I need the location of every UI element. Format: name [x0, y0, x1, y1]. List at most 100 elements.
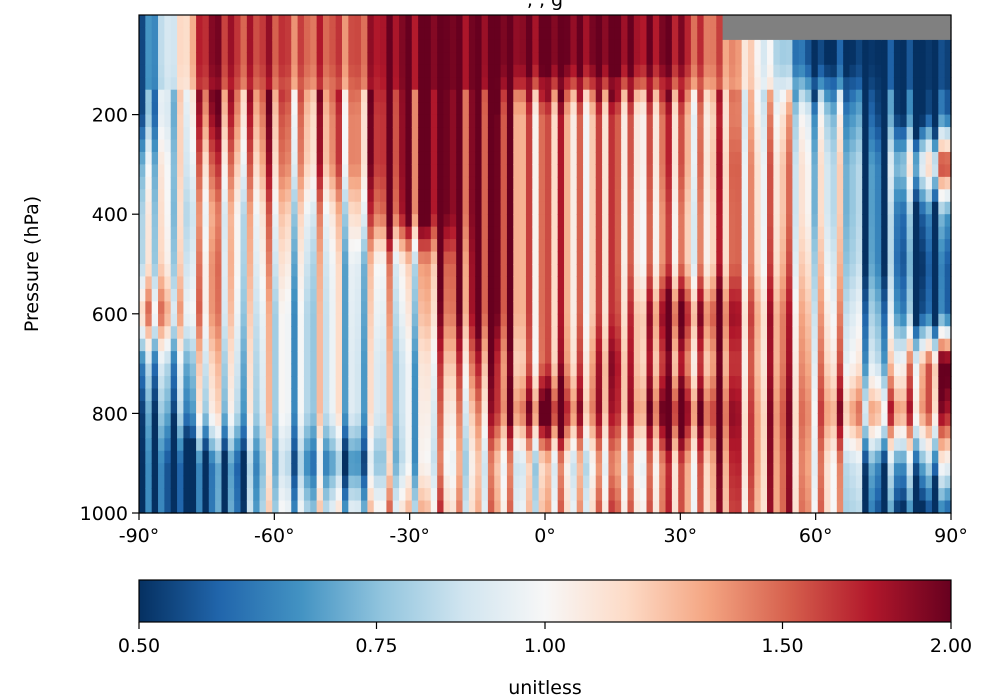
heatmap-cell [405, 351, 413, 365]
heatmap-cell [475, 27, 483, 41]
heatmap-cell [354, 488, 362, 502]
heatmap-cell [754, 176, 762, 190]
heatmap-cell [767, 438, 774, 452]
heatmap-cell [462, 52, 470, 66]
heatmap-cell [538, 313, 546, 327]
heatmap-cell [240, 313, 248, 327]
heatmap-cell [925, 176, 933, 190]
heatmap-cell [830, 164, 838, 178]
heatmap-cell [792, 114, 800, 128]
heatmap-cell [297, 77, 305, 91]
heatmap-cell [551, 326, 559, 340]
heatmap-cell [202, 77, 210, 91]
heatmap-cell [468, 139, 476, 153]
heatmap-cell [316, 77, 324, 91]
heatmap-cell [449, 176, 457, 190]
heatmap-cell [621, 39, 629, 53]
heatmap-cell [145, 139, 153, 153]
heatmap-cell [202, 151, 210, 165]
heatmap-cell [817, 39, 825, 53]
heatmap-cell [158, 139, 165, 153]
heatmap-cell [405, 425, 413, 439]
heatmap-cell [468, 239, 476, 253]
heatmap-cell [652, 214, 660, 228]
heatmap-cell [443, 52, 451, 66]
heatmap-cell [475, 151, 483, 165]
heatmap-cell [570, 363, 578, 377]
heatmap-cell [570, 488, 578, 502]
heatmap-cell [925, 463, 933, 477]
heatmap-cell [741, 214, 749, 228]
heatmap-cell [437, 251, 445, 265]
heatmap-cell [665, 288, 673, 302]
heatmap-cell [208, 127, 216, 141]
heatmap-cell [906, 39, 914, 53]
heatmap-cell [855, 376, 863, 390]
heatmap-cell [773, 463, 781, 477]
heatmap-cell [354, 326, 362, 340]
heatmap-cell [735, 376, 743, 390]
heatmap-cell [893, 114, 901, 128]
heatmap-cell [912, 264, 920, 278]
heatmap-cell [513, 500, 521, 514]
heatmap-cell [824, 77, 832, 91]
heatmap-cell [291, 425, 299, 439]
heatmap-cell [754, 500, 762, 514]
heatmap-cell [202, 114, 210, 128]
heatmap-cell [798, 102, 806, 116]
heatmap-cell [811, 400, 819, 414]
heatmap-cell [227, 139, 235, 153]
heatmap-cell [506, 102, 514, 116]
heatmap-cell [805, 27, 813, 41]
heatmap-cell [735, 114, 743, 128]
heatmap-cell [754, 27, 762, 41]
heatmap-cell [678, 214, 686, 228]
heatmap-cell [202, 500, 210, 514]
heatmap-cell [170, 450, 178, 464]
heatmap-cell [265, 189, 273, 203]
heatmap-cell [297, 450, 305, 464]
heatmap-cell [373, 475, 381, 489]
heatmap-cell [716, 127, 724, 141]
heatmap-cell [475, 413, 483, 427]
heatmap-cell [278, 288, 286, 302]
heatmap-cell [589, 313, 597, 327]
heatmap-cell [646, 239, 654, 253]
heatmap-cell [735, 27, 743, 41]
heatmap-cell [278, 214, 286, 228]
heatmap-cell [158, 463, 165, 477]
heatmap-cell [906, 450, 914, 464]
heatmap-cell [513, 239, 521, 253]
heatmap-cell [900, 239, 908, 253]
heatmap-cell [158, 475, 165, 489]
heatmap-cell [354, 164, 362, 178]
heatmap-cell [741, 189, 749, 203]
heatmap-cell [608, 64, 616, 78]
heatmap-cell [310, 139, 318, 153]
heatmap-cell [456, 425, 464, 439]
heatmap-cell [170, 301, 178, 315]
heatmap-cell [227, 363, 235, 377]
heatmap-cell [589, 214, 597, 228]
heatmap-cell [297, 413, 305, 427]
heatmap-cell [475, 488, 483, 502]
heatmap-cell [272, 288, 280, 302]
heatmap-cell [513, 276, 521, 290]
heatmap-cell [519, 239, 527, 253]
heatmap-cell [868, 27, 876, 41]
heatmap-cell [506, 326, 514, 340]
heatmap-cell [215, 27, 223, 41]
heatmap-cell [449, 388, 457, 402]
heatmap-cell [322, 351, 330, 365]
heatmap-cell [240, 151, 248, 165]
heatmap-cell [627, 102, 635, 116]
heatmap-cell [443, 39, 451, 53]
heatmap-cell [868, 326, 876, 340]
heatmap-cell [246, 226, 254, 240]
heatmap-cell [411, 15, 419, 29]
heatmap-cell [392, 15, 400, 29]
heatmap-cell [557, 251, 565, 265]
heatmap-cell [817, 276, 825, 290]
heatmap-cell [728, 176, 736, 190]
heatmap-cell [462, 64, 470, 78]
